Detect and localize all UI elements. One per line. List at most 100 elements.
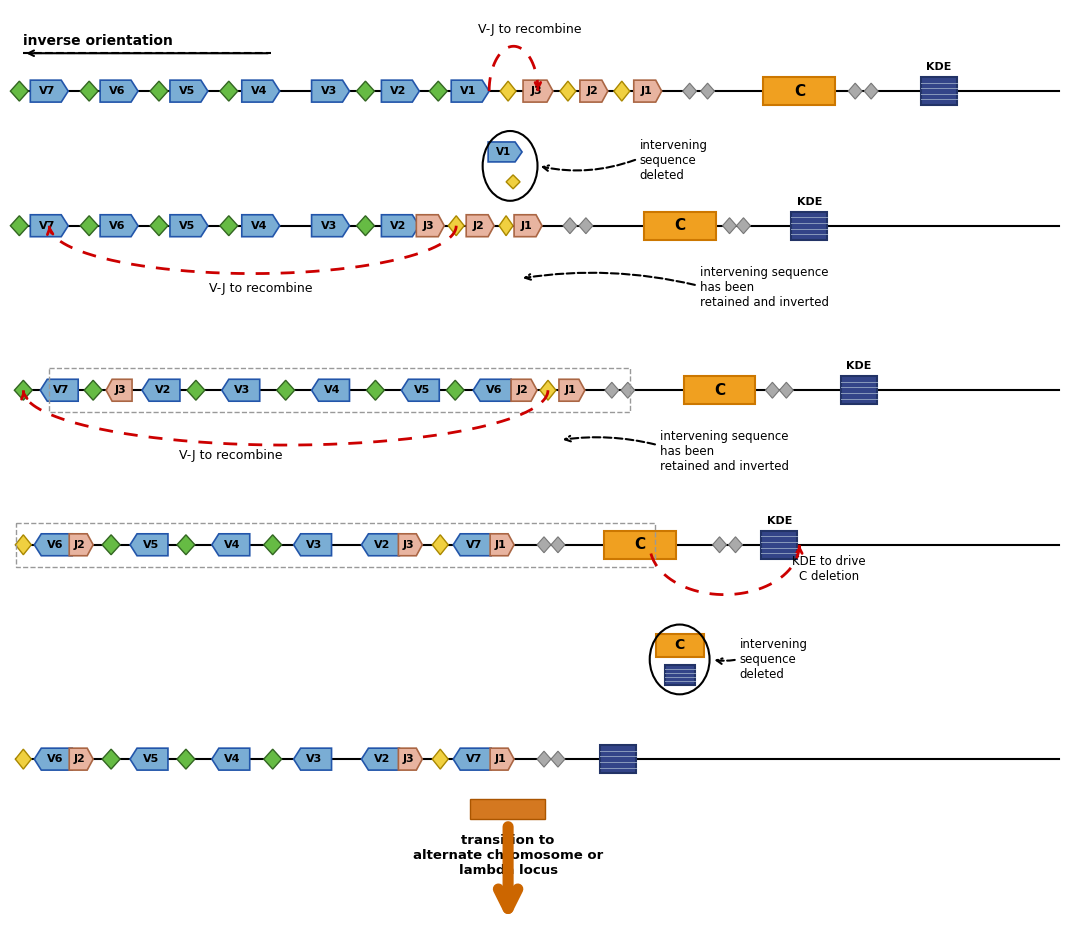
- Polygon shape: [11, 82, 28, 101]
- Polygon shape: [102, 749, 120, 769]
- Polygon shape: [511, 379, 537, 401]
- Polygon shape: [700, 83, 714, 99]
- Polygon shape: [177, 535, 195, 554]
- Polygon shape: [551, 751, 565, 767]
- Text: C: C: [674, 639, 685, 653]
- FancyBboxPatch shape: [761, 531, 798, 559]
- FancyBboxPatch shape: [599, 745, 635, 773]
- Text: KDE to drive
C deletion: KDE to drive C deletion: [792, 554, 866, 582]
- Polygon shape: [524, 80, 553, 102]
- Polygon shape: [683, 83, 697, 99]
- Text: V3: V3: [321, 86, 337, 96]
- Text: V5: V5: [414, 386, 430, 395]
- Text: J1: J1: [494, 539, 506, 550]
- Polygon shape: [222, 379, 260, 401]
- Polygon shape: [429, 82, 448, 101]
- Text: J2: J2: [74, 754, 86, 764]
- Polygon shape: [551, 537, 565, 552]
- Text: V6: V6: [109, 220, 126, 231]
- Polygon shape: [357, 216, 374, 235]
- Text: J1: J1: [494, 754, 506, 764]
- Polygon shape: [40, 379, 78, 401]
- Polygon shape: [382, 215, 420, 236]
- Text: V3: V3: [306, 754, 322, 764]
- FancyBboxPatch shape: [684, 376, 756, 404]
- Text: V-J to recombine: V-J to recombine: [478, 23, 582, 36]
- Polygon shape: [506, 174, 520, 189]
- Polygon shape: [723, 218, 736, 234]
- Polygon shape: [416, 215, 444, 236]
- Polygon shape: [453, 534, 491, 555]
- Text: V2: V2: [374, 754, 390, 764]
- Polygon shape: [80, 82, 99, 101]
- Text: V3: V3: [321, 220, 337, 231]
- Polygon shape: [433, 535, 449, 554]
- Polygon shape: [579, 218, 593, 234]
- Polygon shape: [500, 82, 516, 101]
- FancyBboxPatch shape: [644, 212, 715, 240]
- Polygon shape: [621, 383, 635, 399]
- Polygon shape: [294, 749, 332, 770]
- Text: V6: V6: [47, 539, 63, 550]
- Text: V7: V7: [39, 86, 55, 96]
- Polygon shape: [490, 534, 514, 555]
- Text: V7: V7: [53, 386, 69, 395]
- Text: V5: V5: [143, 754, 159, 764]
- FancyBboxPatch shape: [664, 665, 695, 686]
- Text: V5: V5: [179, 86, 195, 96]
- Text: V2: V2: [374, 539, 390, 550]
- Text: V4: V4: [224, 754, 241, 764]
- FancyBboxPatch shape: [656, 633, 704, 658]
- Polygon shape: [263, 535, 282, 554]
- Polygon shape: [488, 142, 522, 162]
- Text: V5: V5: [179, 220, 195, 231]
- Text: J3: J3: [403, 539, 415, 550]
- Polygon shape: [537, 751, 551, 767]
- Polygon shape: [35, 749, 73, 770]
- Polygon shape: [30, 80, 68, 102]
- FancyBboxPatch shape: [470, 799, 545, 819]
- Text: C: C: [714, 383, 725, 398]
- Polygon shape: [100, 215, 138, 236]
- Text: intervening
sequence
deleted: intervening sequence deleted: [739, 638, 808, 681]
- Polygon shape: [130, 749, 168, 770]
- Text: V3: V3: [306, 539, 322, 550]
- Text: V6: V6: [486, 386, 502, 395]
- Polygon shape: [69, 534, 93, 555]
- Text: J2: J2: [586, 86, 598, 96]
- Polygon shape: [848, 83, 862, 99]
- Text: V4: V4: [250, 86, 268, 96]
- Polygon shape: [357, 82, 374, 101]
- FancyBboxPatch shape: [791, 212, 827, 240]
- Polygon shape: [366, 380, 385, 401]
- Text: V-J to recombine: V-J to recombine: [179, 448, 283, 461]
- Polygon shape: [634, 80, 661, 102]
- Polygon shape: [276, 380, 295, 401]
- Polygon shape: [170, 80, 208, 102]
- Polygon shape: [779, 383, 793, 399]
- Text: V4: V4: [250, 220, 268, 231]
- Polygon shape: [263, 749, 282, 769]
- Polygon shape: [14, 380, 33, 401]
- Polygon shape: [864, 83, 878, 99]
- Polygon shape: [15, 535, 31, 554]
- Polygon shape: [69, 749, 93, 770]
- FancyBboxPatch shape: [921, 77, 957, 105]
- Polygon shape: [728, 537, 743, 552]
- Polygon shape: [294, 534, 332, 555]
- FancyBboxPatch shape: [763, 77, 836, 105]
- Text: V7: V7: [39, 220, 55, 231]
- Polygon shape: [580, 80, 608, 102]
- Text: V6: V6: [109, 86, 126, 96]
- Polygon shape: [311, 80, 349, 102]
- Text: J1: J1: [641, 86, 653, 96]
- Text: KDE: KDE: [797, 197, 822, 206]
- Text: J3: J3: [115, 386, 127, 395]
- Polygon shape: [563, 218, 577, 234]
- Polygon shape: [80, 216, 99, 235]
- Polygon shape: [398, 534, 423, 555]
- Polygon shape: [433, 749, 449, 769]
- Text: intervening
sequence
deleted: intervening sequence deleted: [640, 140, 708, 182]
- Polygon shape: [540, 380, 556, 401]
- Polygon shape: [15, 749, 31, 769]
